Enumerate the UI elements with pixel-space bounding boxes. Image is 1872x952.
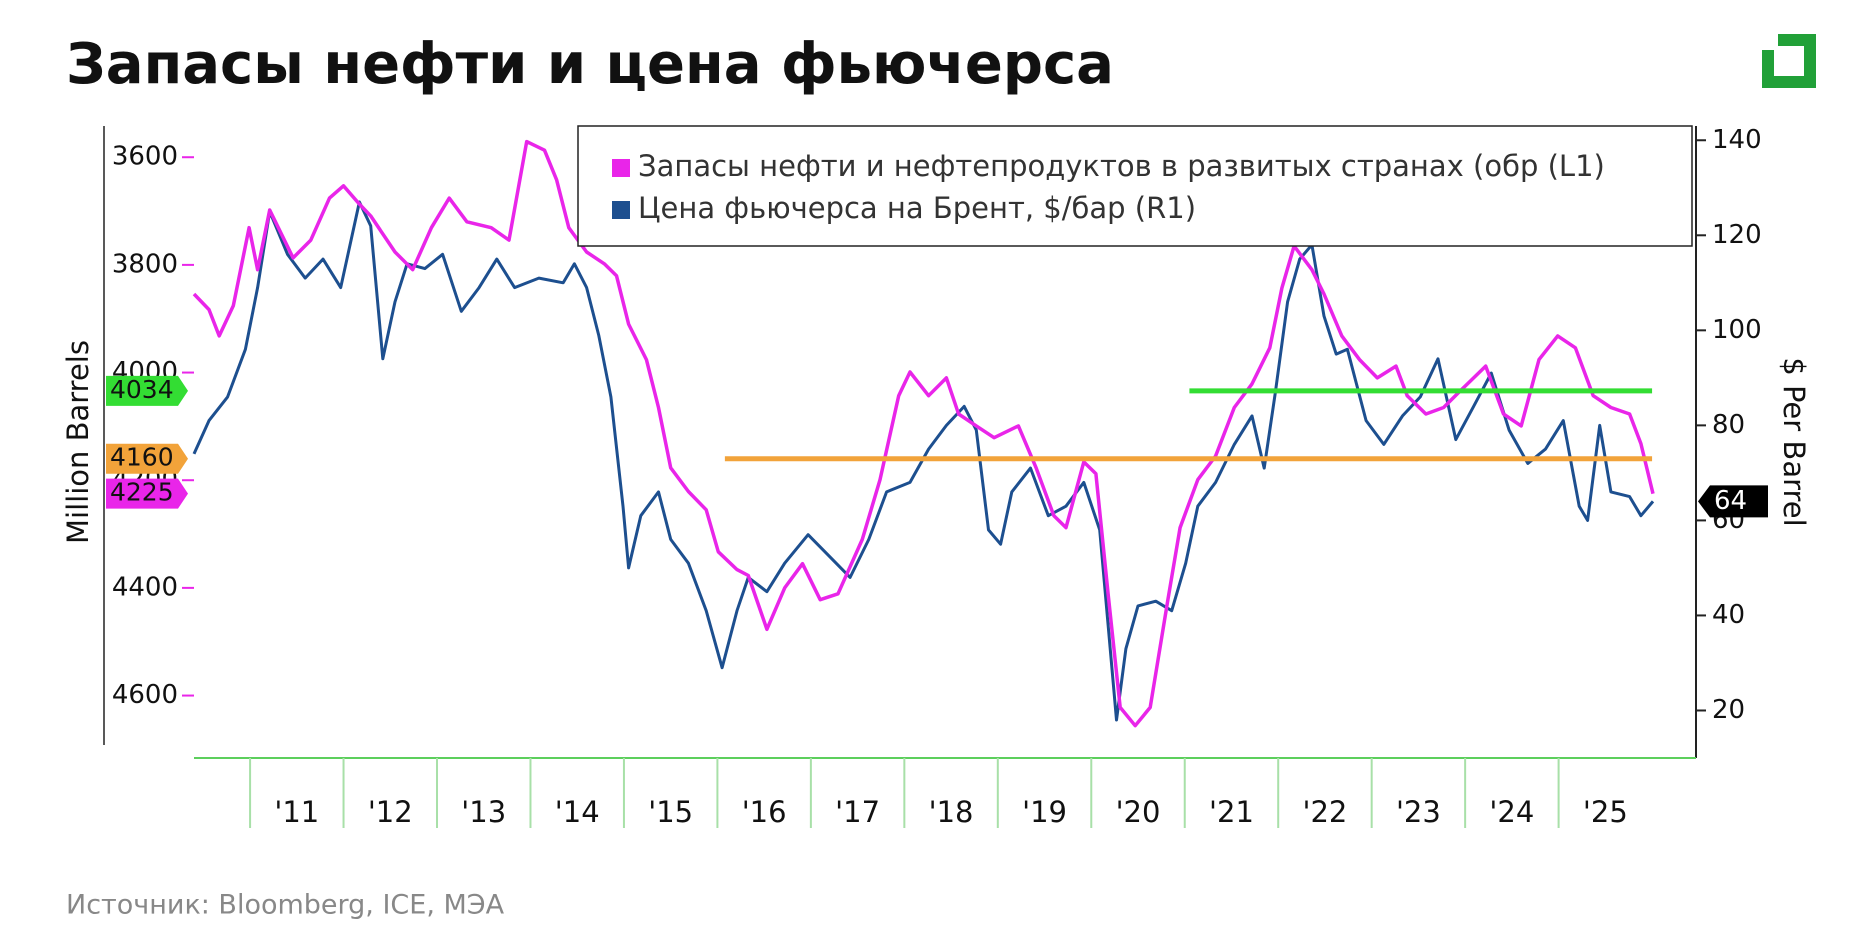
series-line xyxy=(192,200,1655,722)
legend-swatch xyxy=(612,201,630,219)
x-tick-label: '16 xyxy=(742,795,787,829)
x-tick-label: '25 xyxy=(1583,795,1628,829)
x-tick-label: '18 xyxy=(929,795,974,829)
x-tick-label: '14 xyxy=(555,795,600,829)
y-axis-label: Million Barrels xyxy=(61,340,95,544)
y2-axis-label: $ Per Barrel xyxy=(1777,357,1811,526)
y2-tick-label: 120 xyxy=(1712,220,1762,250)
x-tick-label: '15 xyxy=(648,795,693,829)
x-tick-label: '22 xyxy=(1303,795,1348,829)
x-tick-label: '20 xyxy=(1116,795,1161,829)
x-tick-label: '13 xyxy=(461,795,506,829)
y2-tick-label: 40 xyxy=(1712,600,1745,630)
logo xyxy=(1762,34,1816,88)
value-tag xyxy=(1698,485,1768,518)
source: Источник: Bloomberg, ICE, МЭА xyxy=(66,890,505,921)
value-tag-label: 4160 xyxy=(110,443,174,472)
y-tick-label: 3600 xyxy=(112,142,178,172)
y2-tick-label: 100 xyxy=(1712,315,1762,345)
value-tag-label: 4034 xyxy=(110,375,174,404)
x-tick-label: '23 xyxy=(1396,795,1441,829)
y2-tick-label: 140 xyxy=(1712,125,1762,155)
value-tag-label: 64 xyxy=(1714,486,1747,516)
legend-label: Запасы нефти и нефтепродуктов в развитых… xyxy=(638,149,1605,183)
x-tick-label: '21 xyxy=(1209,795,1254,829)
y2-tick-label: 20 xyxy=(1712,695,1745,725)
legend-label: Цена фьючерса на Брент, $/бар (R1) xyxy=(638,191,1196,225)
y-tick-label: 3800 xyxy=(112,249,178,279)
y2-tick-label: 80 xyxy=(1712,410,1745,440)
legend-box xyxy=(577,125,1693,247)
y-tick-label: 4400 xyxy=(112,572,178,602)
x-tick-label: '11 xyxy=(274,795,319,829)
value-tag xyxy=(106,375,188,406)
legend-swatch xyxy=(612,159,630,177)
value-tag-label: 4225 xyxy=(110,478,174,507)
series-line xyxy=(192,139,1655,728)
chart-title: Запасы нефти и цена фьючерса xyxy=(66,32,1114,97)
value-tag xyxy=(106,478,188,509)
x-tick-label: '24 xyxy=(1489,795,1534,829)
x-tick-label: '12 xyxy=(368,795,413,829)
x-tick-label: '17 xyxy=(835,795,880,829)
legend: Запасы нефти и нефтепродуктов в развитых… xyxy=(577,125,1693,247)
x-tick-label: '19 xyxy=(1022,795,1067,829)
y-tick-label: 4600 xyxy=(112,680,178,710)
value-tag xyxy=(106,443,188,474)
